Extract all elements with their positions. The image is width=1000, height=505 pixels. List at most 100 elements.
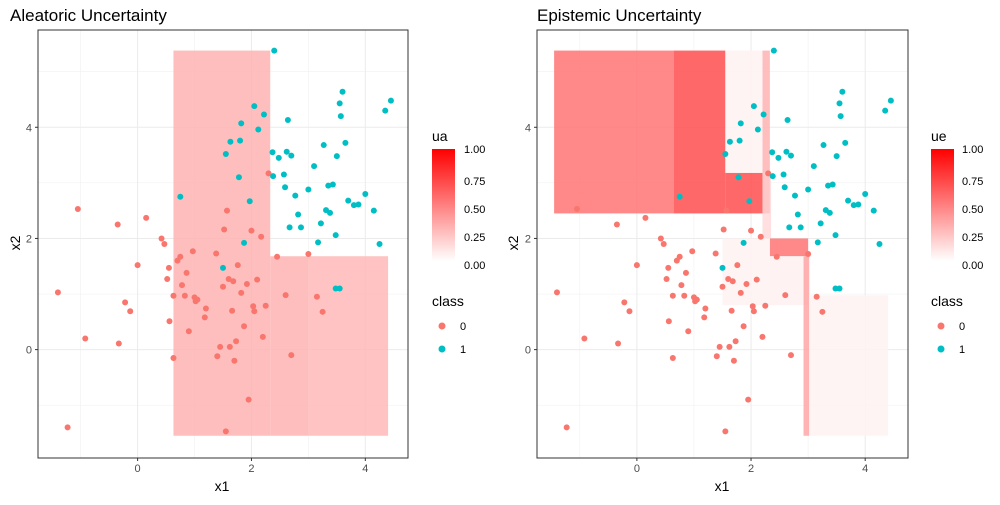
data-point-class-0 (127, 308, 134, 315)
data-point-class-0 (553, 289, 560, 296)
data-point-class-1 (311, 163, 318, 170)
data-point-class-1 (227, 138, 234, 145)
data-point-class-0 (773, 253, 780, 260)
data-point-class-0 (164, 276, 171, 283)
data-point-class-0 (258, 233, 265, 240)
data-point-class-1 (836, 285, 843, 292)
data-point-class-0 (248, 227, 255, 234)
data-point-class-1 (342, 139, 349, 146)
chart-title-aleatoric: Aleatoric Uncertainty (10, 6, 167, 25)
plot-border (37, 29, 409, 459)
data-point-class-0 (245, 396, 252, 403)
y-tick-label: 4 (26, 122, 32, 134)
data-point-class-1 (876, 241, 883, 247)
data-point-class-0 (251, 308, 258, 315)
data-point-class-1 (746, 198, 753, 205)
data-point-class-0 (805, 251, 812, 258)
data-point-class-1 (850, 202, 857, 209)
data-point-class-0 (702, 305, 709, 312)
data-point-class-1 (295, 211, 302, 218)
class-legend-key-0 (438, 322, 446, 330)
data-point-class-0 (288, 352, 295, 359)
data-point-class-1 (284, 117, 291, 124)
data-point-class-0 (613, 221, 620, 228)
data-point-class-0 (693, 296, 700, 303)
data-point-class-0 (262, 302, 269, 309)
data-point-class-1 (833, 153, 840, 160)
data-point-class-0 (563, 424, 570, 431)
data-point-class-0 (274, 253, 281, 260)
data-point-class-1 (337, 113, 344, 120)
data-point-class-1 (794, 211, 801, 218)
data-point-class-0 (122, 299, 129, 306)
data-point-class-1 (775, 154, 782, 161)
x-tick-label: 0 (135, 463, 141, 475)
data-point-class-0 (226, 343, 233, 350)
data-point-class-0 (230, 278, 237, 285)
data-point-class-1 (676, 193, 683, 200)
data-point-class-0 (737, 289, 744, 296)
data-point-class-1 (237, 137, 244, 144)
data-point-class-0 (222, 428, 229, 435)
data-point-class-0 (313, 293, 320, 300)
data-point-class-0 (229, 307, 236, 314)
data-point-class-0 (305, 251, 312, 258)
data-point-class-0 (214, 353, 221, 360)
data-point-class-0 (143, 214, 150, 221)
data-point-class-0 (213, 250, 220, 257)
data-point-class-0 (787, 352, 794, 359)
data-point-class-0 (581, 335, 588, 342)
plot-panel-aleatoric: 0 2 4 0 2 4 (26, 29, 409, 475)
data-point-class-1 (750, 103, 757, 110)
y-tick-label: 0 (525, 345, 531, 357)
data-point-class-0 (716, 343, 723, 350)
data-point-class-1 (370, 207, 377, 214)
data-point-class-1 (719, 264, 726, 271)
data-point-class-1 (220, 264, 226, 271)
data-point-class-0 (660, 241, 667, 247)
data-point-class-1 (820, 142, 827, 149)
fill-legend-tick: 0.00 (464, 260, 485, 272)
data-point-class-0 (615, 340, 622, 347)
y-tick-label: 4 (525, 122, 531, 134)
data-point-class-0 (259, 333, 266, 340)
data-point-class-1 (362, 190, 369, 197)
fill-legend-title-aleatoric: ua (432, 128, 448, 144)
data-point-class-1 (345, 197, 352, 204)
data-point-class-1 (235, 174, 242, 181)
data-point-class-0 (189, 248, 196, 255)
data-point-class-0 (319, 308, 326, 315)
data-point-class-1 (781, 184, 788, 191)
data-point-class-0 (158, 235, 165, 242)
data-point-class-0 (669, 292, 676, 299)
data-point-class-1 (780, 171, 787, 178)
plot-border (536, 29, 909, 459)
class-legend-key-1 (438, 345, 446, 353)
x-axis-label-epistemic: x1 (715, 478, 730, 494)
data-point-class-0 (682, 269, 689, 276)
data-point-class-1 (255, 126, 262, 133)
y-axis-label-aleatoric: x2 (7, 235, 23, 250)
y-axis-label-epistemic: x2 (505, 235, 521, 250)
data-point-class-1 (783, 148, 790, 155)
fill-legend-tick: 0.25 (464, 232, 485, 244)
data-point-class-0 (221, 226, 228, 233)
data-point-class-0 (254, 276, 261, 283)
data-point-class-0 (241, 323, 248, 330)
data-point-class-1 (805, 186, 812, 193)
data-point-class-0 (663, 276, 670, 283)
data-point-class-0 (665, 264, 672, 271)
data-point-class-0 (573, 205, 580, 212)
data-point-class-1 (336, 285, 343, 292)
class-legend-label-1: 1 (959, 344, 965, 356)
data-point-class-1 (317, 220, 324, 227)
data-point-class-0 (243, 281, 250, 288)
data-point-class-0 (819, 308, 826, 315)
plot-panel-epistemic: 0 2 4 0 2 4 (525, 29, 909, 475)
data-point-class-1 (315, 239, 322, 246)
data-point-class-1 (269, 149, 276, 156)
y-tick-label: 2 (525, 233, 531, 245)
x-tick-label: 0 (634, 463, 640, 475)
data-point-class-0 (177, 253, 184, 260)
data-point-class-0 (185, 328, 192, 335)
